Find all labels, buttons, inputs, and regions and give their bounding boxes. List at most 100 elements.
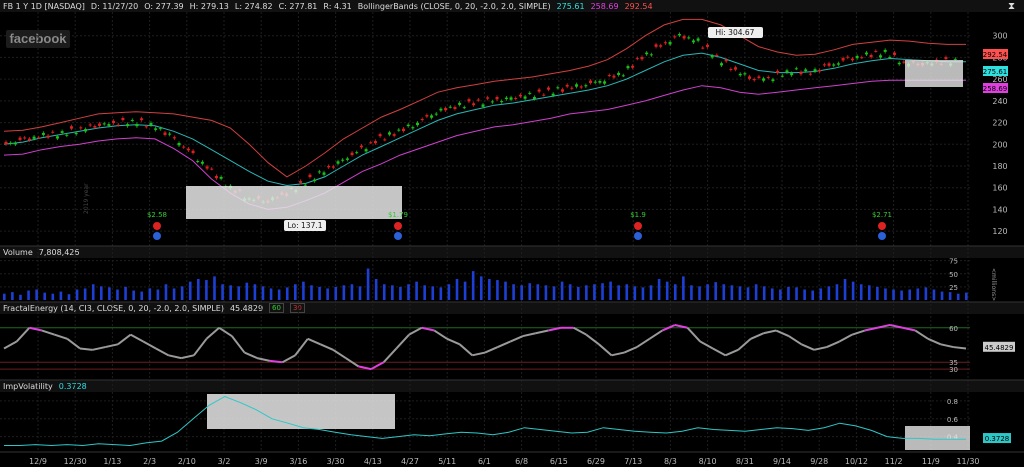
candle-body bbox=[345, 158, 349, 160]
iv-tag-box bbox=[983, 433, 1011, 444]
volume-panel: 25 50 75 <millions> bbox=[3, 258, 997, 301]
volume-bar bbox=[285, 287, 289, 300]
volume-bar bbox=[754, 284, 758, 300]
candle-body bbox=[359, 145, 363, 148]
volume-bar bbox=[35, 289, 38, 300]
fractal-segment bbox=[370, 361, 385, 370]
volume-bar bbox=[27, 290, 30, 300]
y-tick-label: 35 bbox=[949, 359, 958, 367]
volume-bar bbox=[334, 286, 338, 300]
candle-body bbox=[565, 84, 569, 87]
x-tick-label: 9/14 bbox=[773, 457, 791, 466]
fractal-segment bbox=[320, 343, 334, 351]
volume-bar bbox=[164, 284, 168, 300]
x-tick-label: 6/8 bbox=[515, 457, 528, 466]
candle-body bbox=[490, 101, 494, 103]
fractal-segment bbox=[585, 333, 600, 346]
volume-bar bbox=[399, 286, 402, 300]
fractal-segment bbox=[446, 337, 461, 346]
candle-body bbox=[902, 61, 906, 63]
candle-body bbox=[13, 142, 17, 145]
fractal-segment bbox=[953, 346, 967, 350]
candle-body bbox=[514, 98, 518, 100]
candle-body bbox=[528, 92, 532, 94]
dividend-label: $1.9 bbox=[630, 211, 646, 219]
candle-body bbox=[476, 99, 480, 101]
candle-body bbox=[55, 136, 59, 139]
candle-body bbox=[444, 108, 448, 111]
candle-body bbox=[701, 47, 705, 49]
x-tick-label: 11/2 bbox=[885, 457, 903, 466]
bb-mid-value: 275.61 bbox=[556, 1, 585, 11]
candle-body bbox=[481, 104, 485, 107]
symbol-label[interactable]: FB 1 Y 1D [NASDAQ] bbox=[3, 1, 85, 11]
fractal-segment bbox=[902, 326, 916, 332]
candle-body bbox=[168, 133, 172, 135]
fractal-segment bbox=[218, 326, 233, 337]
volume-bar bbox=[213, 276, 216, 300]
volume-bar bbox=[269, 288, 273, 300]
y-tick-label: 140 bbox=[992, 205, 1007, 214]
hi-label: Hi: 304.67 bbox=[716, 28, 755, 37]
fractal-segment bbox=[269, 359, 283, 364]
company-watermark: facebook bbox=[6, 30, 70, 48]
collapse-icon[interactable]: ⧗ bbox=[1008, 1, 1016, 12]
candle-body bbox=[752, 79, 756, 81]
fractal-label[interactable]: FractalEnergy (14, CI3, CLOSE, 0, 20, -2… bbox=[3, 303, 224, 313]
candle-body bbox=[500, 101, 504, 103]
fractal-segment bbox=[117, 333, 132, 346]
fractal-segment bbox=[649, 329, 663, 340]
candle-body bbox=[589, 80, 593, 83]
candle-body bbox=[649, 54, 653, 56]
iv-label[interactable]: ImpVolatility bbox=[3, 381, 53, 391]
candle-body bbox=[430, 115, 434, 118]
candle-body bbox=[121, 117, 125, 120]
lo-label: Lo: 137.1 bbox=[287, 221, 322, 230]
candle-body bbox=[102, 123, 106, 125]
candle-body bbox=[196, 161, 200, 163]
fractal-segment bbox=[788, 335, 802, 346]
candle-body bbox=[448, 106, 452, 108]
candle-body bbox=[327, 165, 331, 168]
x-tick-label: 1/13 bbox=[103, 457, 121, 466]
candle-body bbox=[626, 66, 630, 69]
candle-body bbox=[710, 55, 714, 58]
candle-body bbox=[687, 37, 691, 39]
candle-body bbox=[888, 57, 892, 59]
fractal-segment bbox=[3, 340, 18, 350]
fractal-segment bbox=[433, 329, 448, 340]
volume-bar bbox=[221, 284, 224, 300]
candle-body bbox=[663, 42, 667, 44]
candle-body bbox=[640, 57, 644, 60]
iv-value: 0.3728 bbox=[58, 381, 87, 391]
x-tick-label: 12/9 bbox=[29, 457, 47, 466]
volume-bar bbox=[310, 285, 313, 300]
volume-label[interactable]: Volume bbox=[3, 247, 33, 257]
candle-body bbox=[51, 131, 55, 133]
y-tick-label: 75 bbox=[949, 258, 958, 266]
candle-body bbox=[472, 103, 476, 106]
candle-body bbox=[724, 59, 728, 62]
candle-body bbox=[200, 161, 204, 164]
y-tick-label: 300 bbox=[992, 32, 1007, 41]
volume-bar bbox=[197, 279, 200, 300]
range-label: R: 4.31 bbox=[323, 1, 352, 11]
candle-body bbox=[84, 129, 87, 132]
candle-body bbox=[780, 75, 784, 77]
candle-body bbox=[654, 44, 658, 47]
study-label[interactable]: BollingerBands (CLOSE, 0, 20, -2.0, 2.0,… bbox=[357, 1, 551, 11]
candle-body bbox=[69, 126, 73, 129]
y-tick-label: 260 bbox=[992, 75, 1007, 84]
volume-bar bbox=[520, 285, 523, 300]
candle-body bbox=[645, 52, 649, 55]
event-icon bbox=[878, 232, 886, 240]
volume-bar bbox=[237, 286, 241, 300]
x-tick-label: 10/12 bbox=[845, 457, 868, 466]
candle-body bbox=[720, 63, 723, 66]
candle-body bbox=[556, 87, 560, 89]
volume-bar bbox=[156, 289, 160, 300]
volume-bar bbox=[91, 284, 95, 300]
candle-body bbox=[79, 127, 83, 129]
volume-bar bbox=[948, 292, 952, 300]
